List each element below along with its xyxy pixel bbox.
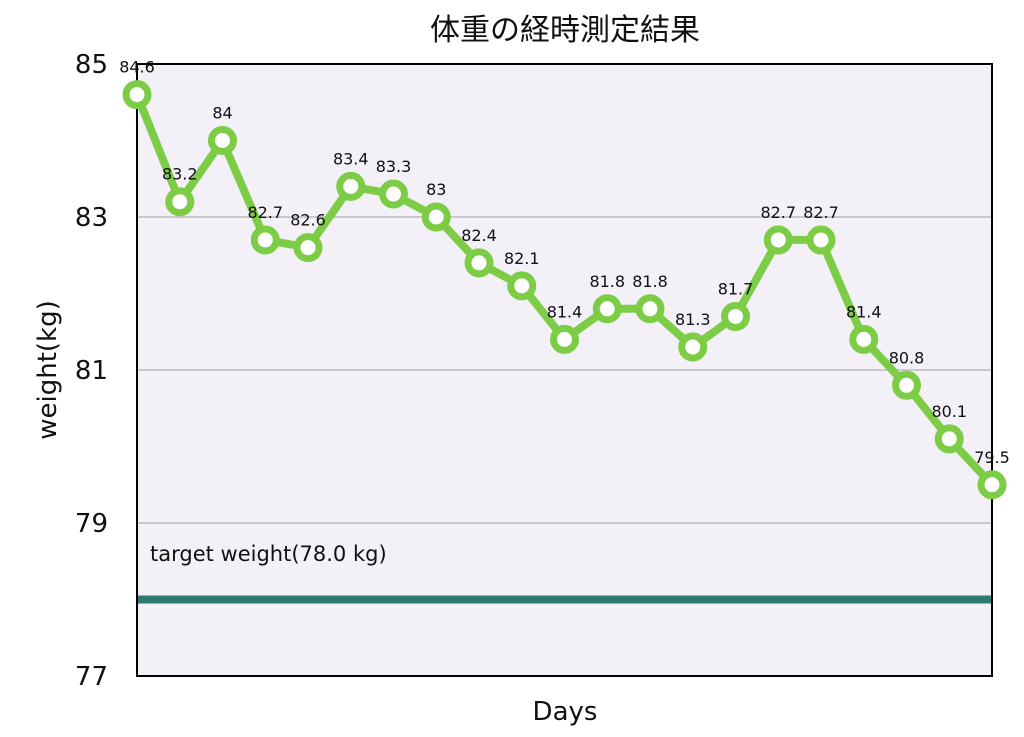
data-label: 83.3 <box>376 157 412 176</box>
target-line-group: target weight(78.0 kg) <box>137 542 992 604</box>
data-point <box>721 301 750 331</box>
chart-title: 体重の経時測定結果 <box>430 13 700 48</box>
data-label: 81.8 <box>632 272 668 291</box>
data-point <box>934 424 964 454</box>
y-tick-label: 81 <box>75 356 108 386</box>
data-point <box>892 370 921 400</box>
data-point <box>165 187 195 217</box>
data-label: 79.5 <box>974 448 1010 467</box>
data-points <box>122 80 1007 500</box>
data-point <box>763 225 793 255</box>
data-label: 80.8 <box>889 348 925 367</box>
data-point <box>379 179 408 209</box>
data-point <box>849 324 879 354</box>
y-tick-labels: 77 79 81 83 85 <box>75 50 108 692</box>
data-point <box>592 294 622 324</box>
data-point <box>421 202 451 232</box>
data-label: 82.4 <box>461 226 497 245</box>
data-label: 80.1 <box>931 402 967 421</box>
data-label: 81.3 <box>675 310 711 329</box>
data-point <box>208 126 237 155</box>
y-axis-title: weight(kg) <box>33 300 63 440</box>
data-point <box>806 225 836 255</box>
data-label: 81.4 <box>547 302 583 321</box>
data-point <box>977 470 1007 500</box>
data-point <box>122 80 152 110</box>
data-label: 82.7 <box>803 203 839 222</box>
data-label: 84 <box>212 104 232 123</box>
data-label: 81.4 <box>846 302 882 321</box>
data-point <box>336 171 366 201</box>
y-tick-label: 77 <box>75 662 108 692</box>
data-label: 83.2 <box>162 165 198 184</box>
data-label: 83.4 <box>333 149 369 168</box>
y-tick-label: 79 <box>75 509 108 539</box>
data-label: 82.1 <box>504 249 540 268</box>
data-label: 82.7 <box>247 203 283 222</box>
data-point <box>464 248 494 278</box>
data-point <box>293 233 323 263</box>
target-label: target weight(78.0 kg) <box>150 542 387 566</box>
grid-lines <box>137 216 992 524</box>
data-label: 81.7 <box>718 279 754 298</box>
data-point <box>550 324 579 354</box>
data-point <box>635 294 665 324</box>
data-label: 84.6 <box>119 58 155 77</box>
data-label: 83 <box>426 180 446 199</box>
data-point <box>507 271 537 301</box>
plot-frame <box>136 63 993 677</box>
x-axis-title: Days <box>533 697 598 727</box>
data-point <box>250 225 280 255</box>
y-tick-label: 85 <box>75 50 108 80</box>
data-point <box>678 332 708 362</box>
data-label: 82.6 <box>290 211 326 230</box>
y-tick-label: 83 <box>75 203 108 233</box>
data-label: 82.7 <box>760 203 796 222</box>
data-labels: 84.6 83.2 84 82.7 82.6 83.4 83.3 83 82.4 82.1 81.4… <box>119 58 1010 467</box>
data-label: 81.8 <box>589 272 625 291</box>
